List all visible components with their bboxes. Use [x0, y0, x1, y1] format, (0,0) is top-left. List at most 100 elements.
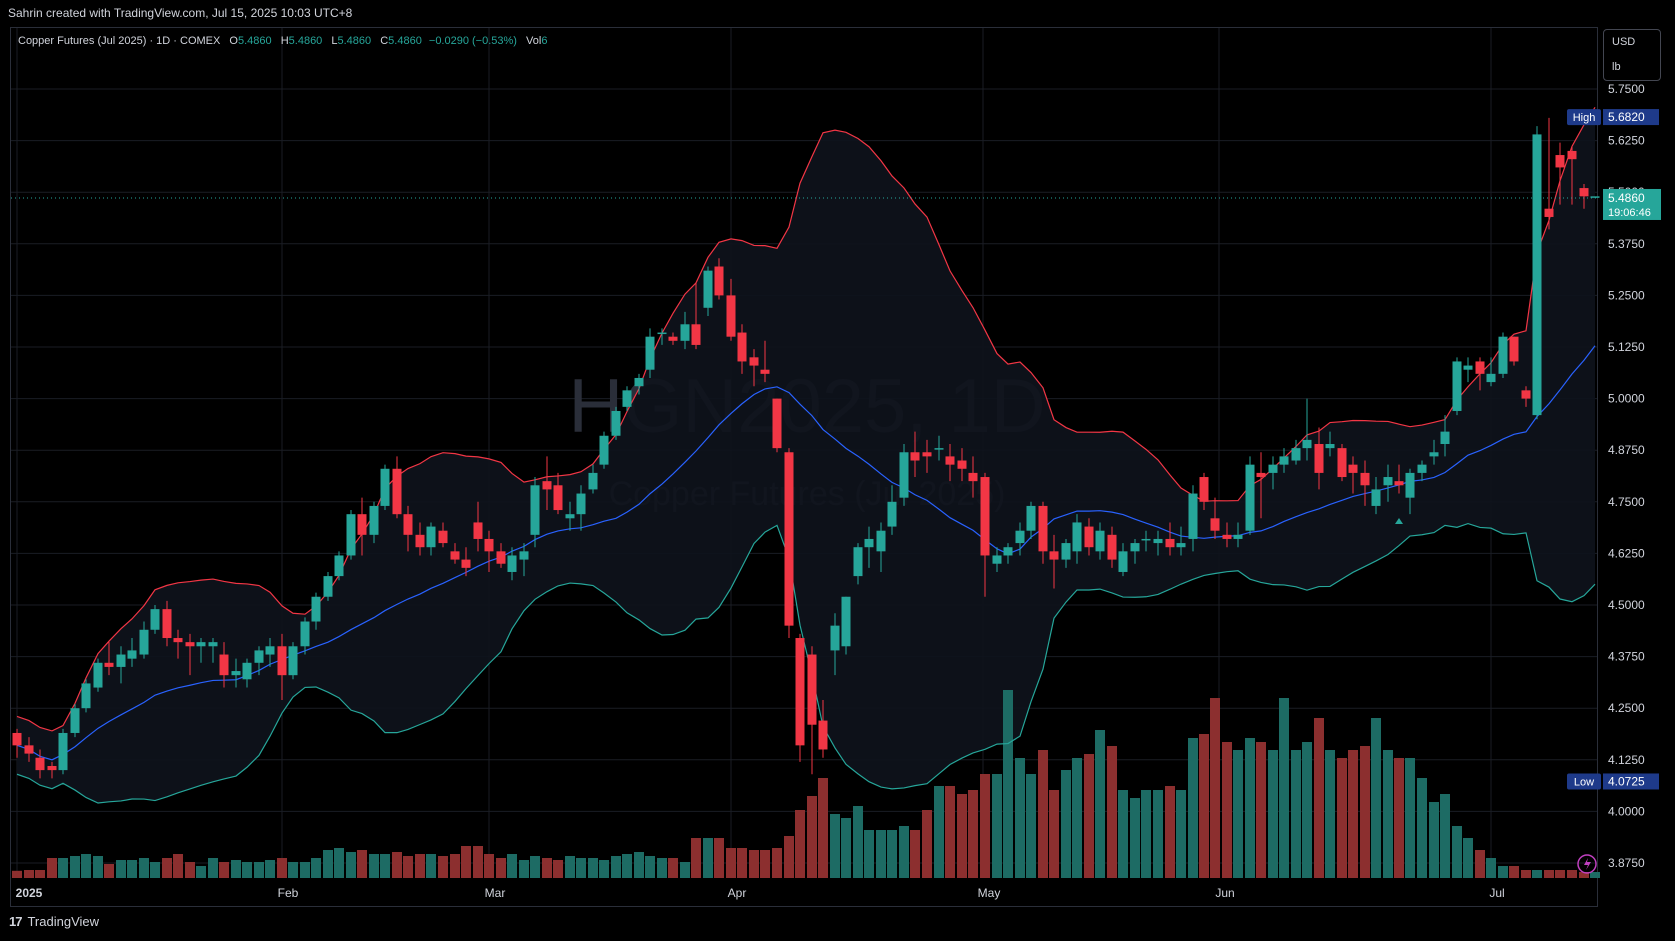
candle-body	[70, 708, 80, 733]
volume-bar	[208, 858, 218, 878]
volume-bar	[588, 858, 598, 878]
volume-bar	[380, 854, 390, 878]
candle-body	[484, 538, 494, 552]
candle-body	[1544, 208, 1554, 217]
volume-bar	[1486, 858, 1496, 878]
candle-body	[334, 555, 344, 577]
x-tick-label: Mar	[485, 886, 506, 900]
volume-bar	[553, 860, 563, 878]
high-value-text: 5.6820	[1608, 110, 1645, 124]
volume-bar	[1579, 872, 1589, 878]
candle-body	[150, 609, 160, 630]
y-tick-label: 5.3750	[1608, 237, 1645, 251]
volume-bar	[1199, 734, 1209, 878]
candle-body	[450, 551, 460, 560]
candle-body	[1291, 448, 1301, 461]
unit-label[interactable]: lb	[1612, 61, 1621, 73]
candle-body	[1130, 543, 1140, 552]
candle-body	[242, 662, 252, 680]
legend-low: 5.4860	[337, 35, 372, 47]
volume-bar	[1544, 870, 1554, 878]
candle-body	[392, 468, 402, 515]
volume-bar	[1348, 750, 1358, 878]
volume-bar	[415, 854, 425, 878]
candle-body	[311, 596, 321, 622]
candle-body	[415, 534, 425, 548]
candle-body	[830, 625, 840, 651]
volume-bar	[657, 858, 667, 878]
currency-label[interactable]: USD	[1612, 36, 1636, 48]
candle-body	[1452, 361, 1462, 411]
candle-body	[426, 526, 436, 548]
volume-bar	[81, 854, 91, 878]
volume-bar	[1256, 742, 1266, 878]
volume-bar	[357, 850, 367, 878]
candle-body	[173, 638, 183, 643]
candle-body	[910, 452, 920, 461]
volume-bar	[507, 854, 517, 878]
candle-body	[968, 472, 978, 482]
volume-bar	[1107, 746, 1117, 878]
legend-vol-label: Vol	[526, 35, 542, 47]
candle-body	[519, 551, 529, 560]
candle-body	[1383, 477, 1393, 486]
volume-bar	[899, 826, 909, 878]
volume-bar	[150, 862, 160, 878]
high-label-text: High	[1573, 112, 1596, 124]
volume-bar	[1061, 770, 1071, 878]
volume-bar	[93, 856, 103, 878]
y-tick-label: 5.6250	[1608, 134, 1645, 148]
candle-body	[1486, 373, 1496, 383]
candle-body	[1003, 547, 1013, 556]
volume-bar	[1532, 870, 1542, 878]
volume-bar	[1165, 786, 1175, 878]
volume-bar	[1095, 730, 1105, 878]
volume-bar	[1141, 790, 1151, 878]
candle-body	[749, 357, 759, 366]
volume-bar	[1383, 750, 1393, 878]
volume-bar	[1429, 802, 1439, 878]
candle-body	[645, 336, 655, 370]
candle-body	[47, 765, 57, 771]
chart-frame	[10, 27, 1598, 907]
volume-bar	[461, 846, 471, 878]
volume-bar	[1555, 870, 1565, 878]
volume-bar	[1360, 746, 1370, 878]
candle-body	[1026, 505, 1036, 531]
lightning-icon	[1577, 854, 1597, 874]
volume-bar	[1118, 790, 1128, 878]
candle-body	[1302, 439, 1312, 449]
candle-body	[611, 410, 621, 436]
volume-bar	[772, 848, 782, 878]
candle-body	[1118, 551, 1128, 572]
candle-body	[380, 468, 390, 506]
candle-body	[461, 559, 471, 568]
candle-body	[980, 477, 990, 556]
candle-body	[818, 720, 828, 750]
candle-body	[1509, 336, 1519, 362]
candle-body	[12, 732, 22, 746]
volume-bar	[288, 862, 298, 878]
volume-bar	[1233, 750, 1243, 878]
candle-body	[1256, 472, 1266, 478]
volume-bar	[300, 862, 310, 878]
candle-body	[1084, 526, 1094, 548]
volume-bar	[703, 838, 713, 878]
candle-body	[853, 547, 863, 577]
high-value-badge	[1603, 109, 1659, 126]
volume-bar	[668, 858, 678, 878]
low-value-text: 4.0725	[1608, 774, 1645, 788]
candle-body	[1463, 365, 1473, 370]
symbol-legend: Copper Futures (Jul 2025) · 1D · COMEX O…	[18, 35, 547, 47]
candle-body	[588, 472, 598, 490]
legend-change: −0.0290 (−0.53%)	[428, 35, 517, 47]
candle-body	[668, 336, 678, 341]
currency-unit-selector[interactable]: USD lb	[1603, 29, 1661, 81]
volume-bar	[1049, 790, 1059, 878]
candle-body	[196, 642, 206, 647]
volume-bar	[922, 810, 932, 878]
candle-body	[553, 485, 563, 511]
volume-bar	[1452, 826, 1462, 878]
candle-body	[887, 501, 897, 527]
